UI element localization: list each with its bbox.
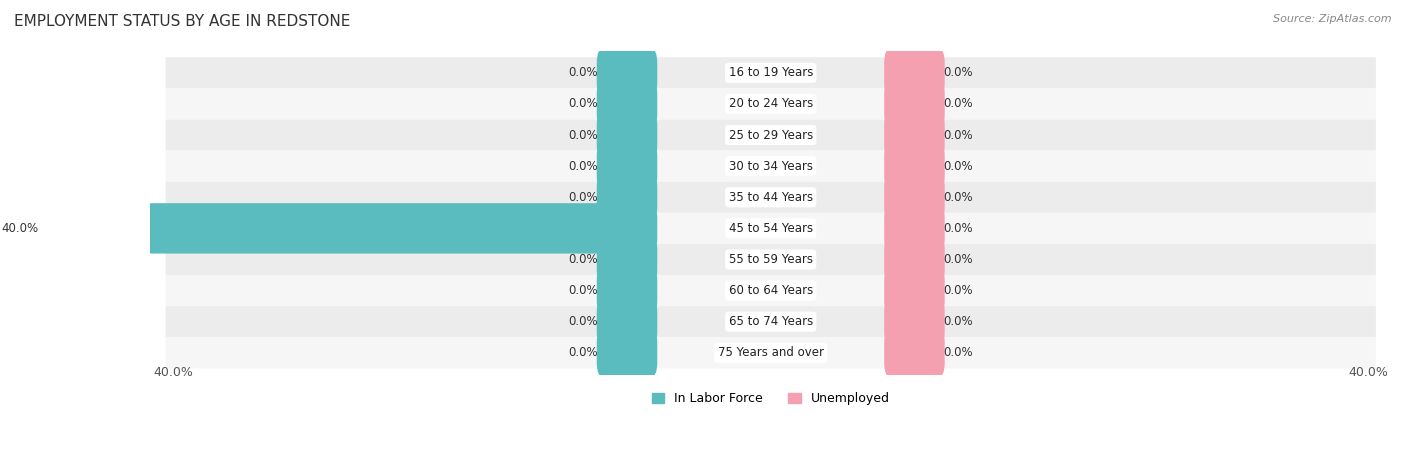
FancyBboxPatch shape — [596, 48, 657, 98]
FancyBboxPatch shape — [166, 275, 1376, 306]
FancyBboxPatch shape — [37, 203, 657, 253]
Text: 30 to 34 Years: 30 to 34 Years — [728, 160, 813, 173]
FancyBboxPatch shape — [884, 172, 945, 222]
Text: 65 to 74 Years: 65 to 74 Years — [728, 315, 813, 328]
FancyBboxPatch shape — [596, 172, 657, 222]
Text: 0.0%: 0.0% — [568, 284, 599, 297]
Text: 0.0%: 0.0% — [943, 253, 973, 266]
Text: 0.0%: 0.0% — [568, 315, 599, 328]
Text: EMPLOYMENT STATUS BY AGE IN REDSTONE: EMPLOYMENT STATUS BY AGE IN REDSTONE — [14, 14, 350, 28]
Text: 0.0%: 0.0% — [943, 284, 973, 297]
FancyBboxPatch shape — [166, 244, 1376, 275]
FancyBboxPatch shape — [596, 141, 657, 191]
Text: 45 to 54 Years: 45 to 54 Years — [728, 222, 813, 235]
FancyBboxPatch shape — [884, 296, 945, 347]
Text: 60 to 64 Years: 60 to 64 Years — [728, 284, 813, 297]
Text: 0.0%: 0.0% — [943, 160, 973, 173]
Text: 0.0%: 0.0% — [943, 222, 973, 235]
Text: 35 to 44 Years: 35 to 44 Years — [728, 191, 813, 204]
Text: 0.0%: 0.0% — [568, 97, 599, 110]
Text: 16 to 19 Years: 16 to 19 Years — [728, 66, 813, 79]
Text: 40.0%: 40.0% — [1348, 366, 1388, 378]
FancyBboxPatch shape — [166, 151, 1376, 182]
FancyBboxPatch shape — [166, 306, 1376, 337]
FancyBboxPatch shape — [884, 79, 945, 129]
Text: 0.0%: 0.0% — [568, 66, 599, 79]
FancyBboxPatch shape — [884, 48, 945, 98]
Text: 0.0%: 0.0% — [943, 346, 973, 359]
Text: 40.0%: 40.0% — [153, 366, 194, 378]
Text: 0.0%: 0.0% — [943, 66, 973, 79]
Legend: In Labor Force, Unemployed: In Labor Force, Unemployed — [647, 387, 894, 410]
FancyBboxPatch shape — [166, 182, 1376, 213]
Text: 0.0%: 0.0% — [943, 97, 973, 110]
FancyBboxPatch shape — [596, 110, 657, 160]
Text: 0.0%: 0.0% — [568, 346, 599, 359]
Text: 0.0%: 0.0% — [568, 160, 599, 173]
Text: 0.0%: 0.0% — [943, 315, 973, 328]
Text: 40.0%: 40.0% — [1, 222, 38, 235]
FancyBboxPatch shape — [596, 234, 657, 285]
FancyBboxPatch shape — [596, 296, 657, 347]
FancyBboxPatch shape — [166, 57, 1376, 88]
Text: 55 to 59 Years: 55 to 59 Years — [728, 253, 813, 266]
FancyBboxPatch shape — [166, 337, 1376, 368]
FancyBboxPatch shape — [166, 88, 1376, 120]
Text: 20 to 24 Years: 20 to 24 Years — [728, 97, 813, 110]
FancyBboxPatch shape — [884, 265, 945, 316]
FancyBboxPatch shape — [884, 203, 945, 253]
FancyBboxPatch shape — [884, 234, 945, 285]
FancyBboxPatch shape — [166, 213, 1376, 244]
FancyBboxPatch shape — [884, 327, 945, 378]
FancyBboxPatch shape — [884, 110, 945, 160]
Text: 75 Years and over: 75 Years and over — [717, 346, 824, 359]
FancyBboxPatch shape — [596, 327, 657, 378]
Text: 25 to 29 Years: 25 to 29 Years — [728, 129, 813, 142]
FancyBboxPatch shape — [884, 141, 945, 191]
Text: Source: ZipAtlas.com: Source: ZipAtlas.com — [1274, 14, 1392, 23]
Text: 0.0%: 0.0% — [943, 129, 973, 142]
Text: 0.0%: 0.0% — [568, 129, 599, 142]
FancyBboxPatch shape — [166, 120, 1376, 151]
Text: 0.0%: 0.0% — [568, 253, 599, 266]
FancyBboxPatch shape — [596, 265, 657, 316]
FancyBboxPatch shape — [596, 79, 657, 129]
Text: 0.0%: 0.0% — [568, 191, 599, 204]
Text: 0.0%: 0.0% — [943, 191, 973, 204]
